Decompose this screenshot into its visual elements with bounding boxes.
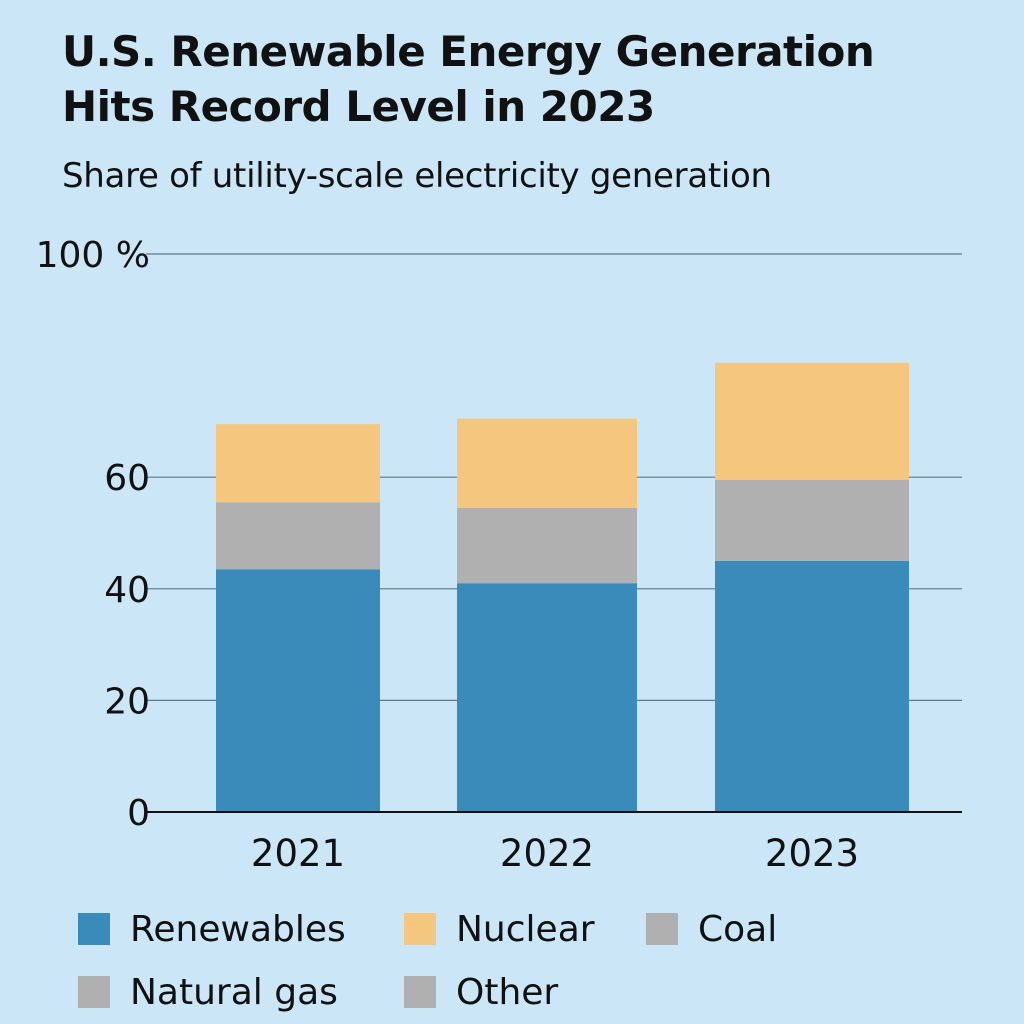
legend-label-coal: Coal — [698, 908, 778, 950]
x-tick-label-2021: 2021 — [251, 832, 345, 875]
legend-swatch-natural-gas — [78, 976, 110, 1008]
legend-item-renewables: Renewables — [78, 902, 346, 956]
legend-label-nuclear: Nuclear — [456, 908, 595, 950]
legend-label-natural-gas: Natural gas — [130, 971, 338, 1013]
bar-renewables-2022 — [457, 583, 637, 812]
legend-label-other: Other — [456, 971, 559, 1013]
chart-legend: Renewables Nuclear Coal Natural gas Othe… — [78, 902, 958, 1022]
bar-nuclear-2021 — [216, 424, 380, 503]
x-tick-label-2022: 2022 — [500, 832, 594, 875]
stacked-bar-chart: 0 20 40 60 100 % 2021 2022 2023 — [36, 235, 962, 875]
y-tick-label-20: 20 — [104, 681, 150, 722]
x-tick-label-2023: 2023 — [765, 832, 859, 875]
y-tick-label-60: 60 — [104, 458, 150, 499]
legend-swatch-renewables — [78, 913, 110, 945]
chart-subtitle: Share of utility-scale electricity gener… — [62, 156, 772, 196]
legend-swatch-coal — [646, 913, 678, 945]
legend-swatch-nuclear — [404, 913, 436, 945]
bar-coal-2022 — [457, 507, 637, 584]
bar-coal-2023 — [715, 479, 909, 561]
bar-coal-2021 — [216, 502, 380, 570]
legend-item-natural-gas: Natural gas — [78, 965, 338, 1019]
bar-renewables-2023 — [715, 560, 909, 812]
legend-item-other: Other — [404, 965, 558, 1019]
bar-nuclear-2022 — [457, 418, 637, 508]
legend-label-renewables: Renewables — [130, 908, 346, 950]
legend-item-nuclear: Nuclear — [404, 902, 595, 956]
legend-item-coal: Coal — [646, 902, 777, 956]
bar-renewables-2021 — [216, 569, 380, 812]
legend-swatch-other — [404, 976, 436, 1008]
bar-nuclear-2023 — [715, 362, 909, 480]
y-tick-label-40: 40 — [104, 570, 150, 611]
y-tick-label-100: 100 % — [36, 235, 150, 276]
y-tick-label-0: 0 — [127, 793, 150, 834]
chart-title: U.S. Renewable Energy Generation Hits Re… — [62, 27, 875, 131]
